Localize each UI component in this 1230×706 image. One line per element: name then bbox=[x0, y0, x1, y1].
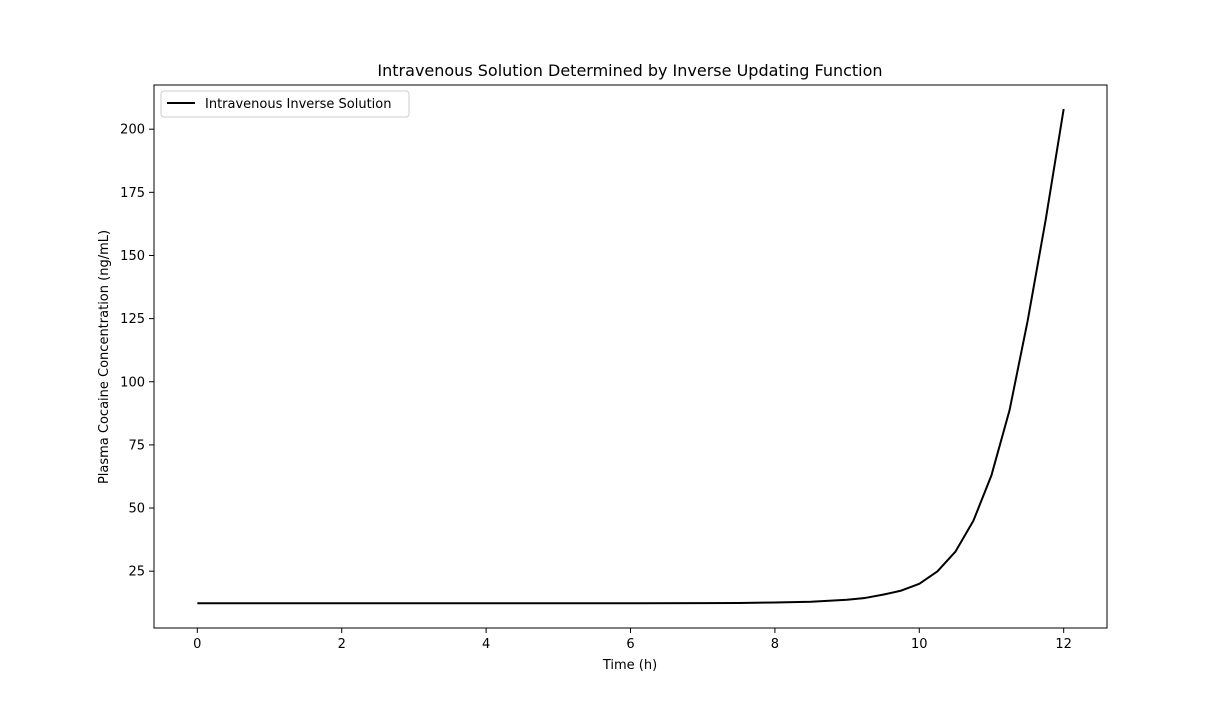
y-axis: 25 50 75 100 125 150 175 200 bbox=[120, 123, 154, 580]
y-tick-label: 25 bbox=[128, 565, 145, 580]
legend-box bbox=[160, 90, 410, 118]
x-tick-label: 6 bbox=[626, 637, 634, 652]
x-tick-label: 0 bbox=[193, 637, 201, 652]
series-line-intravenous-inverse-solution bbox=[197, 108, 1065, 605]
legend-entry-label: Intravenous Inverse Solution bbox=[205, 97, 391, 112]
plot-frame bbox=[153, 84, 1108, 629]
y-tick-label: 100 bbox=[120, 375, 145, 390]
x-tick-label: 12 bbox=[1055, 637, 1072, 652]
x-axis: 0 2 4 6 8 10 12 bbox=[193, 628, 1072, 652]
y-tick-label: 200 bbox=[120, 123, 145, 138]
x-tick-label: 2 bbox=[338, 637, 346, 652]
x-tick-label: 10 bbox=[911, 637, 928, 652]
y-axis-label: Plasma Cocaine Concentration (ng/mL) bbox=[97, 230, 112, 484]
chart-title: Intravenous Solution Determined by Inver… bbox=[377, 61, 882, 80]
y-tick-label: 75 bbox=[128, 438, 145, 453]
series-layer bbox=[197, 108, 1065, 605]
x-tick-label: 8 bbox=[771, 637, 779, 652]
y-tick-label: 175 bbox=[120, 186, 145, 201]
y-tick-label: 150 bbox=[120, 249, 145, 264]
x-axis-label: Time (h) bbox=[602, 658, 657, 673]
y-tick-label: 125 bbox=[120, 312, 145, 327]
y-tick-label: 50 bbox=[128, 502, 145, 517]
x-tick-label: 4 bbox=[482, 637, 490, 652]
legend: Intravenous Inverse Solution bbox=[160, 90, 410, 118]
